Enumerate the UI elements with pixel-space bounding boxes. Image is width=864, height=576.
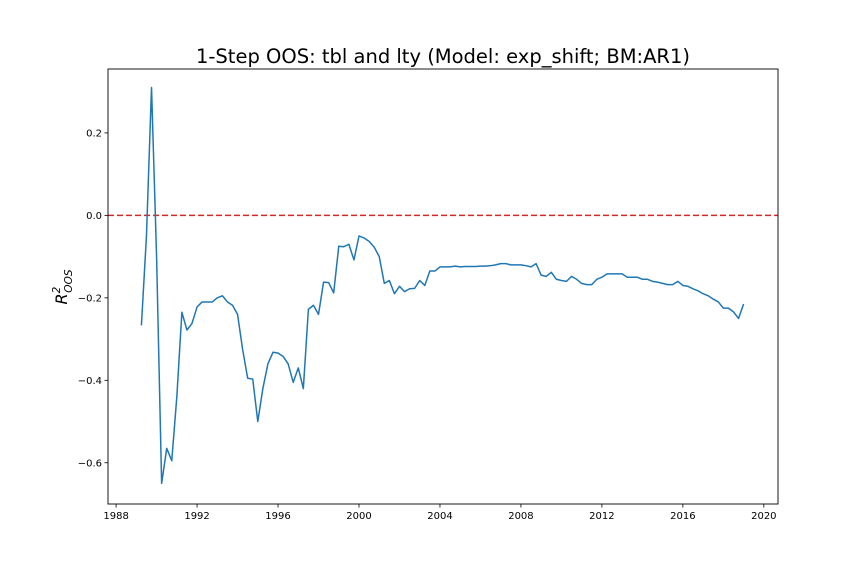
y-axis-label-superscript: 2 — [51, 286, 63, 293]
x-tick-label: 1988 — [103, 511, 128, 522]
y-axis-label-subscript: OOS — [63, 269, 75, 293]
x-tick-label: 1996 — [265, 511, 290, 522]
x-axis: 1988 1992 1996 2000 2004 2008 2012 2016 2020 — [103, 504, 777, 522]
x-tick-label: 1992 — [184, 511, 209, 522]
series-line-0 — [140, 86, 745, 485]
x-tick-label: 2016 — [670, 511, 695, 522]
y-tick-label: −0.6 — [78, 458, 102, 469]
x-tick-label: 2012 — [589, 511, 614, 522]
y-tick-label: −0.2 — [78, 293, 102, 304]
series-layer — [140, 86, 745, 485]
y-axis-label: R2OOS — [51, 269, 75, 304]
plot-area: 1988 1992 1996 2000 2004 2008 2012 2016 2020 −0.… — [78, 68, 779, 522]
x-tick-label: 2020 — [751, 511, 776, 522]
y-axis-label-main: R — [52, 293, 71, 304]
x-tick-label: 2004 — [427, 511, 452, 522]
y-tick-label: 0.2 — [86, 128, 102, 139]
y-tick-label: 0.0 — [86, 211, 102, 222]
axes-frame — [107, 68, 779, 505]
x-tick-label: 2000 — [346, 511, 371, 522]
x-tick-label: 2008 — [508, 511, 533, 522]
y-axis: −0.6 −0.4 −0.2 0.0 0.2 — [78, 128, 108, 469]
chart-title: 1-Step OOS: tbl and lty (Model: exp_shif… — [196, 45, 690, 68]
y-tick-label: −0.4 — [78, 376, 102, 387]
